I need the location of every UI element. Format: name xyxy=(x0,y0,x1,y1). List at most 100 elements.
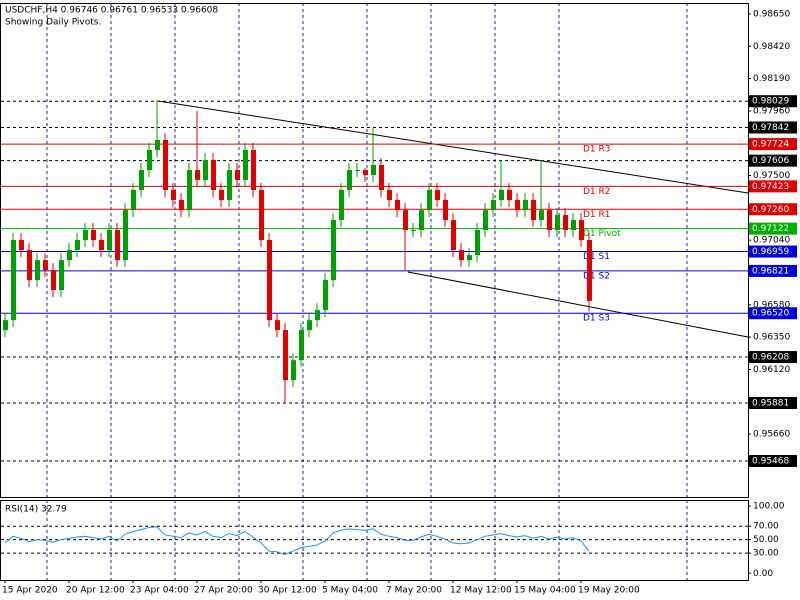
y-tick-label: 0.98650 xyxy=(753,9,790,19)
candle-body xyxy=(235,170,240,181)
candle-body xyxy=(563,215,568,231)
candle-body xyxy=(491,199,496,211)
chart-subtitle: Showing Daily Pivots. xyxy=(5,18,101,28)
level-label-box xyxy=(749,455,797,468)
candle-body xyxy=(483,210,488,231)
pivot-label-box xyxy=(749,138,797,151)
candle-body xyxy=(435,190,440,200)
candle-body xyxy=(139,170,144,191)
y-tick-label: 0.95660 xyxy=(753,430,790,440)
candle-body xyxy=(155,139,160,150)
rsi-label: RSI(14) 32.79 xyxy=(5,505,67,515)
candle-body xyxy=(475,230,480,256)
candle-body xyxy=(19,240,24,250)
candle-body xyxy=(259,190,264,241)
pivot-label: 0.97260 xyxy=(752,205,789,215)
y-tick-label: 0.98190 xyxy=(753,74,790,84)
pivot-name: D1 S2 xyxy=(583,271,610,281)
rsi-line xyxy=(4,526,590,555)
candle-body xyxy=(163,139,168,191)
candle-body xyxy=(3,320,8,331)
candle-body xyxy=(267,240,272,321)
candle-body xyxy=(331,220,336,281)
candle-body xyxy=(123,210,128,261)
level-label: 0.97606 xyxy=(752,156,789,166)
candle-body xyxy=(323,280,328,311)
pivot-label-box xyxy=(749,203,797,216)
pivot-label: 0.97122 xyxy=(752,224,789,234)
candle-body xyxy=(419,210,424,231)
x-tick-label: 15 Apr 2020 xyxy=(2,586,58,596)
candle-body xyxy=(27,250,32,281)
y-tick-label: 0.96120 xyxy=(753,365,790,375)
rsi-y-tick-label: 50.00 xyxy=(753,535,779,545)
x-tick-label: 12 May 12:00 xyxy=(450,586,512,596)
candle-body xyxy=(555,215,560,231)
candle-body xyxy=(459,250,464,261)
level-label: 0.95881 xyxy=(752,399,789,409)
candle-body xyxy=(379,164,384,191)
rsi-y-tick-label: 100.00 xyxy=(753,502,785,512)
pivot-name: D1 R3 xyxy=(583,145,611,155)
x-tick-label: 23 Apr 04:00 xyxy=(130,586,189,596)
candle-body xyxy=(579,220,584,241)
candle-body xyxy=(203,160,208,181)
x-tick-label: 30 Apr 12:00 xyxy=(258,586,317,596)
candle-body xyxy=(339,190,344,221)
x-tick-label: 27 Apr 20:00 xyxy=(194,586,253,596)
candle-body xyxy=(227,170,232,200)
pivot-label: 0.97423 xyxy=(752,182,789,192)
pivot-label-box xyxy=(749,307,797,320)
candle-body xyxy=(59,260,64,291)
y-tick-label: 0.97500 xyxy=(753,171,790,181)
candle-body xyxy=(67,250,72,261)
rsi-y-tick-label: 70.00 xyxy=(753,522,779,532)
pivot-label: 0.96959 xyxy=(752,247,789,257)
candle-body xyxy=(243,149,248,181)
pivot-name: D1 R1 xyxy=(583,210,611,220)
candle-body xyxy=(347,170,352,191)
candle-body xyxy=(75,240,80,250)
candle-body xyxy=(115,230,120,261)
pivot-label-box xyxy=(749,245,797,258)
candle-body xyxy=(275,320,280,331)
pivot-label-box xyxy=(749,264,797,277)
candle-body xyxy=(587,240,592,301)
candle-body xyxy=(307,320,312,331)
pivot-label: 0.97724 xyxy=(752,140,789,150)
candle-body xyxy=(43,260,48,271)
x-tick-label: 15 May 04:00 xyxy=(514,586,576,596)
x-tick-label: 20 Apr 12:00 xyxy=(66,586,125,596)
candle-body xyxy=(211,160,216,191)
candle-body xyxy=(219,190,224,200)
candle-body xyxy=(107,230,112,250)
level-label-box xyxy=(749,154,797,167)
candle-body xyxy=(363,170,368,175)
candle-body xyxy=(387,190,392,200)
pivot-label-box xyxy=(749,222,797,235)
y-tick-label: 0.97960 xyxy=(753,106,790,116)
y-tick-label: 0.97040 xyxy=(753,236,790,246)
candle-body xyxy=(99,240,104,250)
candle-body xyxy=(515,199,520,211)
pivot-name: D1 S1 xyxy=(583,252,610,262)
candle-body xyxy=(355,170,360,172)
pivot-name: D1 Pivot xyxy=(583,229,621,239)
main-frame xyxy=(0,3,749,498)
rsi-y-tick-label: 0.00 xyxy=(753,569,773,579)
trend-line xyxy=(157,100,749,194)
x-tick-label: 5 May 04:00 xyxy=(322,586,378,596)
pivot-label: 0.96520 xyxy=(752,309,789,319)
candle-body xyxy=(195,170,200,181)
level-label: 0.98029 xyxy=(752,97,789,107)
candle-body xyxy=(443,199,448,221)
chart-title: USDCHF,H4 0.96746 0.96761 0.96533 0.9660… xyxy=(5,6,218,16)
trend-line xyxy=(407,271,749,338)
rsi-y-tick-label: 30.00 xyxy=(753,549,779,559)
candle-body xyxy=(83,230,88,241)
pivot-name: D1 S3 xyxy=(583,314,610,324)
x-tick-label: 19 May 20:00 xyxy=(578,586,640,596)
